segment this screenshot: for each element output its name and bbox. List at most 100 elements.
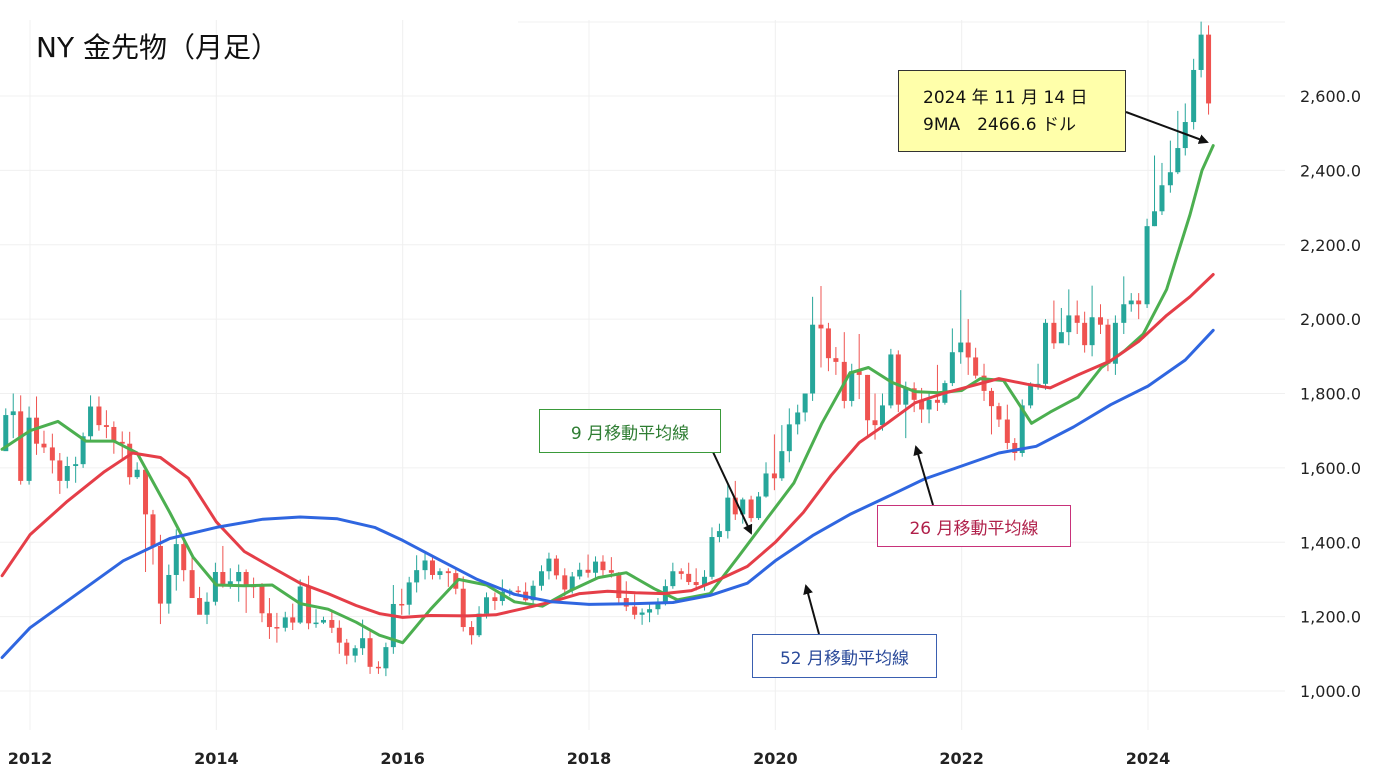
candle-body: [716, 531, 722, 538]
y-tick-label: 2,200.0: [1300, 236, 1361, 255]
x-axis-ticks: 2012 2014 2016 2018 2020 2022 2024: [8, 749, 1171, 768]
candle-body: [1082, 322, 1088, 346]
candle-body: [189, 570, 195, 599]
candle-body: [1019, 405, 1025, 453]
candle-body: [1191, 69, 1197, 123]
candle-body: [220, 572, 226, 587]
candle-body: [879, 405, 885, 426]
ma-line-2: [0, 328, 1215, 659]
x-tick-label: 2020: [753, 749, 798, 768]
ma26-label: 26 月移動平均線: [877, 505, 1071, 547]
candle-body: [608, 570, 614, 573]
candle-body: [134, 469, 140, 478]
candle-body: [585, 569, 591, 573]
candle-body: [934, 399, 940, 403]
candle-body: [290, 617, 296, 623]
candle-body: [530, 585, 536, 601]
candle-body: [958, 342, 964, 353]
candle-body: [143, 469, 149, 515]
candle-body: [360, 638, 366, 649]
callout-value: 9MA 2466.6 ドル: [923, 115, 1076, 135]
candle-body: [756, 496, 762, 519]
x-tick-label: 2012: [8, 749, 53, 768]
chart-title: NY 金先物（月足）: [36, 31, 279, 64]
ma-line-0: [0, 144, 1215, 645]
candle-body: [562, 575, 568, 590]
candle-body: [795, 412, 801, 425]
candle-body: [911, 388, 917, 400]
annotation-arrows: [712, 111, 1209, 635]
candle-body: [57, 460, 63, 481]
candle-body: [849, 371, 855, 401]
candle-body: [157, 545, 163, 604]
arrow-ma9: [712, 451, 753, 535]
candle-body: [88, 406, 94, 437]
candle-body: [616, 572, 622, 599]
candle-body: [1167, 172, 1173, 186]
candle-body: [1028, 383, 1034, 406]
candle-body: [655, 601, 661, 610]
candle-body: [236, 572, 242, 582]
candle-body: [259, 586, 265, 614]
candle-body: [740, 499, 746, 515]
candle-body: [1206, 34, 1212, 104]
candle-body: [212, 572, 218, 602]
candle-body: [593, 561, 599, 573]
candle-body: [166, 574, 172, 604]
candle-body: [926, 399, 932, 410]
candle-body: [181, 544, 187, 571]
candle-body: [903, 388, 909, 405]
candle-body: [320, 619, 326, 623]
candle-body: [1182, 122, 1188, 149]
candle-body: [647, 609, 653, 613]
callout-box: 2024 年 11 月 14 日 9MA 2466.6 ドル: [898, 70, 1126, 152]
candle-body: [833, 358, 839, 362]
candle-body: [546, 558, 552, 572]
candle-body: [399, 603, 405, 606]
candle-body: [173, 544, 179, 575]
grid-lines: [0, 20, 1285, 730]
candle-body: [702, 576, 708, 586]
arrow-callout: [1125, 111, 1209, 144]
candle-body: [732, 497, 738, 515]
candle-body: [414, 570, 420, 583]
candle-body: [763, 473, 769, 497]
candle-body: [810, 324, 816, 394]
candle-body: [1066, 315, 1072, 333]
candle-body: [1089, 317, 1095, 346]
candle-body: [1058, 332, 1064, 344]
candle-body: [965, 342, 971, 358]
candle-body: [344, 642, 350, 656]
candle-body: [282, 617, 288, 628]
candle-body: [437, 571, 443, 575]
candles: [3, 21, 1212, 677]
candle-body: [1136, 300, 1142, 305]
candle-body: [1175, 148, 1181, 173]
candle-body: [41, 443, 47, 448]
candle-body: [460, 588, 466, 628]
candle-body: [49, 447, 55, 461]
candle-body: [274, 627, 280, 629]
candle-body: [779, 451, 785, 479]
candle-body: [336, 627, 342, 643]
candle-body: [865, 374, 871, 421]
arrow-ma26: [913, 445, 934, 506]
ma52-label: 52 月移動平均線: [752, 634, 937, 678]
candle-body: [64, 466, 70, 481]
arrow-ma52: [803, 584, 820, 635]
candle-body: [538, 571, 544, 586]
candle-body: [1128, 300, 1134, 305]
candle-body: [748, 499, 754, 519]
candle-body: [1159, 185, 1165, 212]
candle-body: [786, 424, 792, 452]
candle-body: [1004, 419, 1010, 443]
candle-body: [352, 648, 358, 656]
candle-body: [383, 647, 389, 669]
candle-body: [367, 638, 373, 667]
candle-body: [80, 436, 86, 465]
candle-body: [988, 390, 994, 407]
candle-body: [569, 576, 575, 590]
candle-body: [553, 558, 559, 576]
